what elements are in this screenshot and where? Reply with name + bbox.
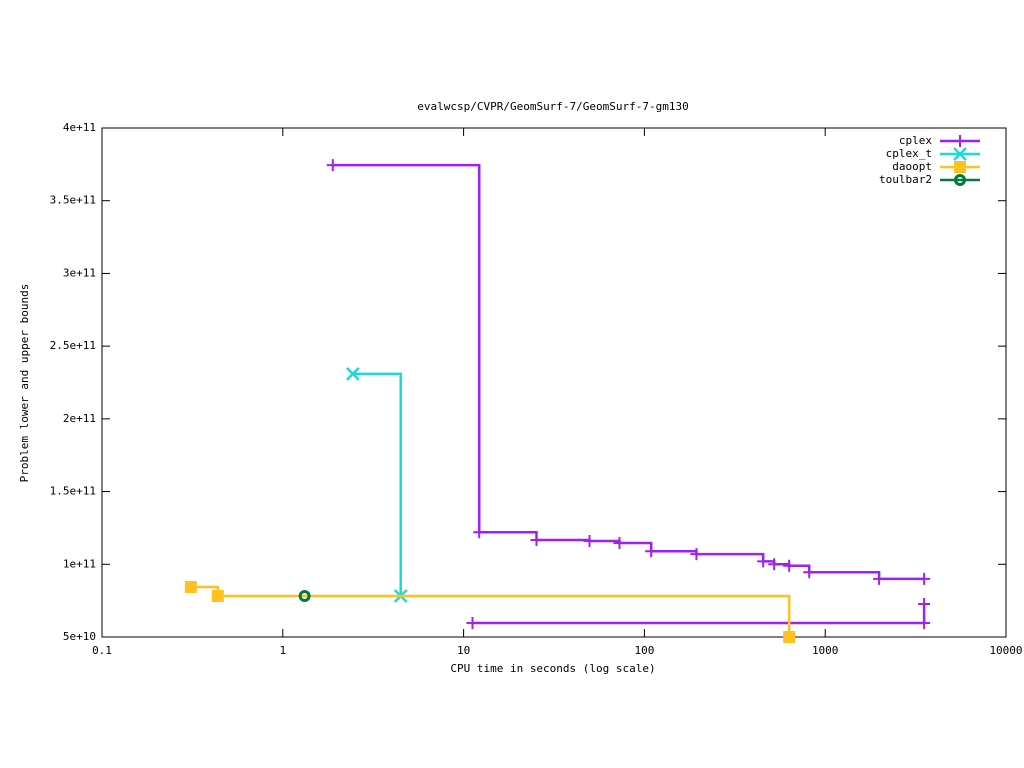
marker (211, 589, 224, 602)
marker (326, 159, 339, 172)
plot-frame (101, 127, 1007, 638)
marker (918, 572, 931, 585)
y-tick-label: 3.5e+11 (50, 194, 96, 207)
series-line (352, 372, 402, 596)
y-tick-label: 2e+11 (63, 412, 96, 425)
marker (473, 526, 486, 539)
marker (918, 597, 931, 610)
marker (783, 559, 796, 572)
marker (690, 548, 703, 561)
y-tick-label: 5e+10 (63, 630, 96, 643)
x-tick-label: 10000 (989, 644, 1022, 657)
x-tick-label: 1 (279, 644, 286, 657)
marker (873, 572, 886, 585)
marker (645, 545, 658, 558)
legend-marker (953, 147, 967, 161)
legend-marker (954, 174, 966, 186)
marker (768, 558, 781, 571)
marker (345, 367, 360, 381)
y-tick-label: 2.5e+11 (50, 339, 96, 352)
y-tick-label: 4e+11 (63, 121, 96, 134)
x-tick-label: 100 (634, 644, 654, 657)
legend-marker (954, 161, 966, 173)
chart-title: evalwcsp/CVPR/GeomSurf-7/GeomSurf-7-gm13… (417, 100, 689, 113)
legend-label: cplex (899, 134, 932, 147)
marker (298, 589, 311, 602)
y-tick-label: 1.5e+11 (50, 485, 96, 498)
legend-marker (954, 135, 966, 147)
marker (466, 617, 479, 630)
marker (613, 537, 626, 550)
legend-label: daoopt (892, 160, 932, 173)
marker (583, 535, 596, 548)
marker (757, 555, 770, 568)
marker (803, 566, 816, 579)
x-tick-label: 0.1 (92, 644, 112, 657)
y-axis-label: Problem lower and upper bounds (18, 284, 31, 483)
marker (783, 631, 796, 643)
x-tick-label: 10 (457, 644, 470, 657)
x-axis-label: CPU time in seconds (log scale) (450, 662, 655, 675)
legend-label: cplex_t (886, 147, 932, 160)
x-tick-label: 1000 (812, 644, 839, 657)
marker (184, 580, 197, 593)
marker (918, 617, 931, 630)
marker (530, 533, 543, 546)
legend-label: toulbar2 (879, 173, 932, 186)
y-tick-label: 1e+11 (63, 557, 96, 570)
y-tick-label: 3e+11 (63, 266, 96, 279)
